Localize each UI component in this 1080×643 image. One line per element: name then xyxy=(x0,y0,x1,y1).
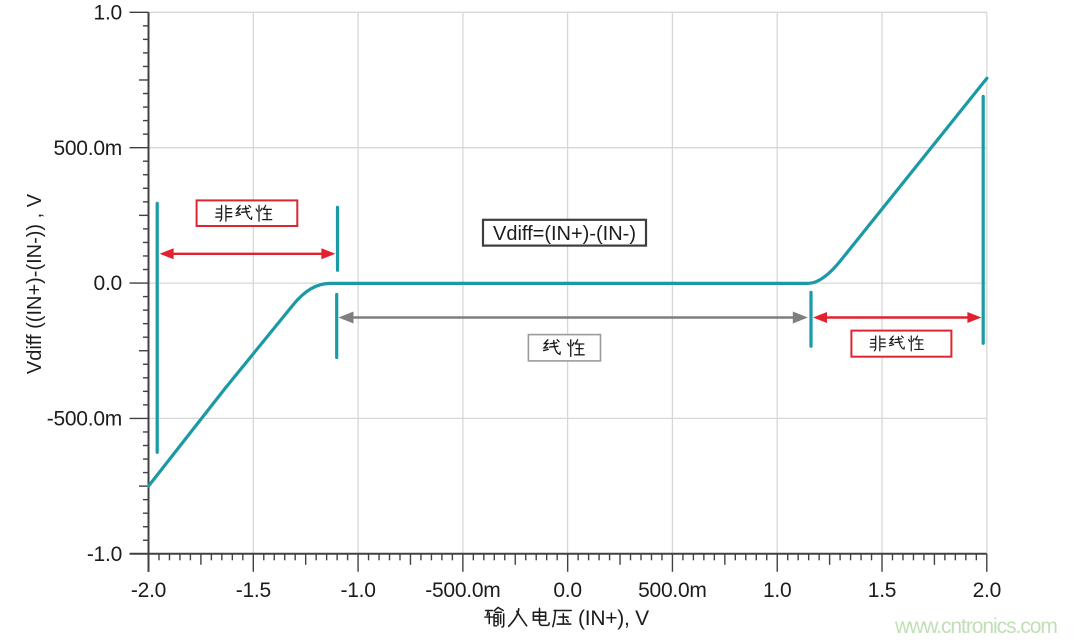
svg-text:500.0m: 500.0m xyxy=(638,579,707,602)
svg-text:1.0: 1.0 xyxy=(94,2,122,25)
svg-text:www.cntronics.com: www.cntronics.com xyxy=(894,615,1057,638)
svg-text:-1.5: -1.5 xyxy=(236,579,271,602)
svg-text:Vdiff ((IN+)-(IN-)) , V: Vdiff ((IN+)-(IN-)) , V xyxy=(24,193,46,374)
svg-text:-500.0m: -500.0m xyxy=(47,408,122,431)
svg-text:500.0m: 500.0m xyxy=(53,137,122,160)
svg-text:1.0: 1.0 xyxy=(763,579,791,602)
svg-text:Vdiff=(IN+)-(IN-): Vdiff=(IN+)-(IN-) xyxy=(493,223,636,245)
svg-text:1.5: 1.5 xyxy=(868,579,896,602)
svg-text:-2.0: -2.0 xyxy=(131,579,166,602)
svg-text:(IN+), V: (IN+), V xyxy=(578,607,649,630)
svg-text:0.0: 0.0 xyxy=(94,272,122,295)
svg-text:-500.0m: -500.0m xyxy=(425,579,500,602)
svg-text:2.0: 2.0 xyxy=(973,579,1001,602)
svg-text:-1.0: -1.0 xyxy=(341,579,376,602)
svg-text:-1.0: -1.0 xyxy=(87,543,122,566)
svg-text:0.0: 0.0 xyxy=(553,579,581,602)
